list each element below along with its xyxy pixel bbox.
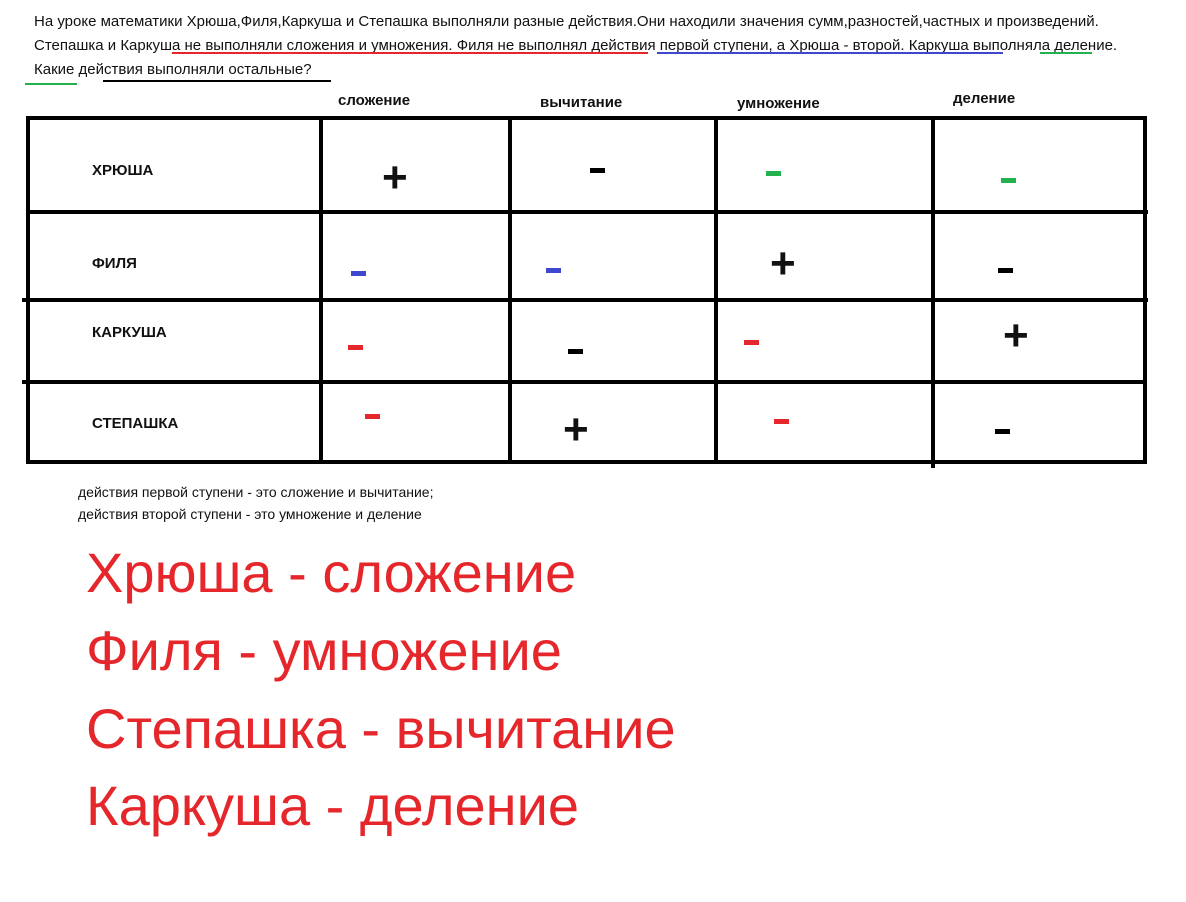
question: Какие действия выполняли остальные? <box>34 61 312 78</box>
plus-mark: + <box>382 153 408 202</box>
minus-mark-green <box>1001 178 1016 183</box>
header-multiplication: умножение <box>737 95 820 112</box>
answer-khryusha: Хрюша - сложение <box>86 541 577 604</box>
minus-mark-red <box>774 419 789 424</box>
red-underline <box>172 52 648 54</box>
minus-mark-blue <box>546 268 561 273</box>
green-underline <box>1040 52 1092 54</box>
minus-mark <box>998 268 1013 273</box>
header-division: деление <box>953 90 1016 107</box>
row-label-filya: ФИЛЯ <box>92 255 137 272</box>
grid-line <box>26 210 1148 214</box>
grid-line <box>931 116 935 468</box>
header-addition: сложение <box>338 92 411 109</box>
row-label-khryusha: ХРЮША <box>92 162 154 179</box>
grid-line <box>22 298 1148 302</box>
grid-line <box>22 380 1146 384</box>
blue-underline <box>657 52 1003 54</box>
green-underline <box>25 83 77 85</box>
answer-karkusha: Каркуша - деление <box>86 774 580 837</box>
grid-line <box>714 116 718 464</box>
minus-mark-green <box>766 171 781 176</box>
grid-line <box>508 116 512 464</box>
minus-mark-red <box>348 345 363 350</box>
condition-4: Каркуша выполняла деление. <box>908 37 1118 54</box>
connector: , а <box>768 37 790 54</box>
grid-line <box>26 116 1147 120</box>
problem-intro: На уроке математики Хрюша,Филя,Каркуша и… <box>34 13 1099 30</box>
row-label-stepashka: СТЕПАШКА <box>92 415 179 432</box>
note-first-stage: действия первой ступени - это сложение и… <box>78 484 434 500</box>
grid-line <box>26 460 1147 464</box>
minus-mark <box>568 349 583 354</box>
minus-mark-blue <box>351 271 366 276</box>
plus-mark: + <box>770 239 796 288</box>
condition-2: Филя не выполнял действия первой ступени <box>456 37 769 54</box>
note-second-stage: действия второй ступени - это умножение … <box>78 506 422 522</box>
grid-line <box>26 116 30 464</box>
minus-mark <box>590 168 605 173</box>
answer-stepashka: Степашка - вычитание <box>86 697 676 760</box>
plus-mark: + <box>1003 311 1029 360</box>
row-label-karkusha: КАРКУША <box>92 324 167 341</box>
grid-line <box>1143 116 1147 464</box>
grid-line <box>319 116 323 464</box>
condition-3: Хрюша - второй. <box>789 37 905 54</box>
minus-mark-red <box>365 414 380 419</box>
minus-mark <box>995 429 1010 434</box>
plus-mark: + <box>563 405 589 454</box>
condition-1: Степашка и Каркуша не выполняли сложения… <box>34 37 453 54</box>
problem-text: На уроке математики Хрюша,Филя,Каркуша и… <box>34 10 1154 82</box>
minus-mark-red <box>744 340 759 345</box>
black-underline <box>103 80 331 82</box>
answer-filya: Филя - умножение <box>86 619 562 682</box>
header-subtraction: вычитание <box>540 94 623 111</box>
